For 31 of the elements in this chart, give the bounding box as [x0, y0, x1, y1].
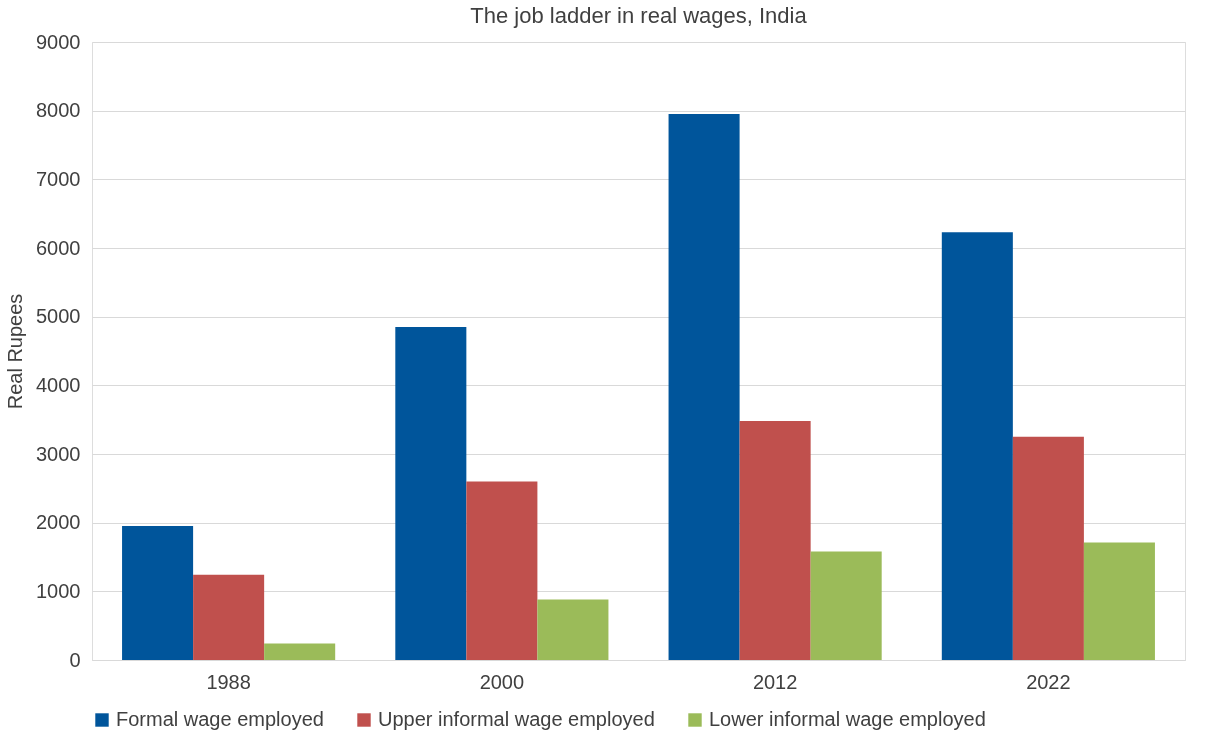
x-tick-label: 2022	[1026, 670, 1071, 693]
bar	[1012, 436, 1084, 660]
y-tick-label: 1000	[36, 579, 81, 602]
legend-label: Upper informal wage employed	[378, 708, 655, 730]
bar	[668, 114, 740, 660]
y-tick-label: 5000	[36, 305, 81, 328]
bar	[122, 526, 194, 660]
chart-title: The job ladder in real wages, India	[470, 3, 808, 28]
y-axis-title: Real Rupees	[4, 293, 27, 410]
bar	[1083, 542, 1155, 660]
bar	[395, 326, 467, 660]
y-tick-label: 8000	[36, 99, 81, 122]
legend-label: Lower informal wage employed	[709, 708, 986, 730]
y-tick-label: 2000	[36, 511, 81, 534]
x-tick-label: 1988	[206, 670, 251, 693]
bar	[264, 643, 336, 660]
bar	[537, 599, 609, 660]
legend-label: Formal wage employed	[116, 708, 324, 730]
x-tick-label: 2012	[752, 670, 798, 693]
bar	[466, 481, 538, 660]
y-tick-label: 6000	[36, 236, 81, 259]
y-tick-label: 9000	[36, 30, 81, 53]
y-tick-label: 0	[69, 648, 81, 671]
y-tick-label: 7000	[36, 167, 81, 190]
x-tick-label: 2000	[479, 670, 525, 693]
y-tick-label: 3000	[36, 442, 81, 465]
bar	[193, 574, 265, 660]
bar	[739, 421, 811, 660]
bar	[810, 551, 882, 660]
y-tick-label: 4000	[36, 373, 81, 396]
bar	[941, 232, 1013, 660]
